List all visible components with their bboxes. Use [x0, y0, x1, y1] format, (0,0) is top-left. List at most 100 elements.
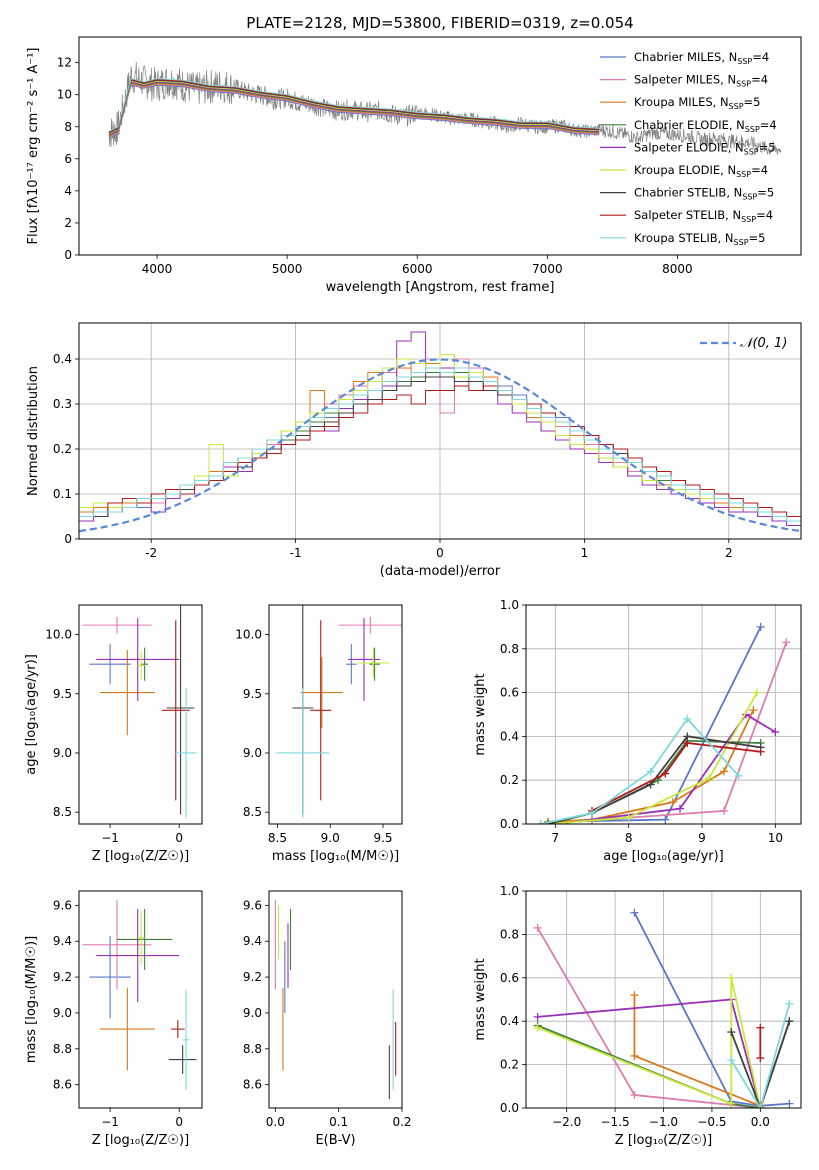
x-axis-label: wavelength [Angstrom, rest frame] [326, 280, 555, 295]
residual-legend: 𝒩(0, 1) [700, 336, 787, 351]
age_vs_Z-panel: −1 0 8.5 9.0 9.5 10.0 Z [log₁₀(Z/Z☉)] age [log₁… [24, 604, 203, 864]
x-tick-label: 8000 [662, 262, 693, 276]
legend-entry-subscript: SSP [745, 125, 760, 134]
y-tick-label: 8.5 [243, 805, 262, 819]
legend-entry-tail: =4 [751, 163, 768, 177]
x-axis-label: age [log₁₀(age/yr)] [603, 849, 724, 864]
model-fit-line [108, 81, 600, 136]
legend-entry: Chabrier ELODIE, NSSP=4 [634, 118, 777, 134]
mass-weight-line [540, 717, 740, 824]
x-tick-label: 0 [175, 1115, 183, 1129]
x-tick-label: 9.0 [321, 831, 340, 845]
x-axis-label: Z [log₁₀(Z/Z☉)] [92, 849, 189, 864]
model-fit-line [108, 82, 600, 137]
spectrum-panel: 4000 5000 6000 7000 8000 0 2 4 6 8 10 12 wavelength … [26, 36, 802, 295]
y-tick-label: 8.5 [53, 805, 72, 819]
y-tick-label: 0.2 [53, 442, 72, 456]
residuals-plot-area [79, 331, 801, 533]
y-tick-label: 0.0 [500, 1101, 519, 1115]
x-tick-label: 8.5 [268, 831, 287, 845]
model-fit-line [108, 79, 600, 134]
x-tick-label: 0.0 [266, 1115, 285, 1129]
mass-weight-line [547, 692, 758, 824]
y-tick-label: 0.3 [53, 397, 72, 411]
x-axis-label: (data-model)/error [380, 564, 501, 579]
spectrum-title: PLATE=2128, MJD=53800, FIBERID=0319, z=0… [246, 14, 633, 32]
plot-frame [525, 604, 802, 825]
x-tick-label: 1 [581, 546, 589, 560]
y-tick-label: 10 [57, 88, 72, 102]
model-fit-line [108, 84, 600, 139]
mass-weight-line [540, 641, 788, 824]
mass-weight-line [730, 1003, 791, 1108]
y-tick-label: 9.5 [243, 687, 262, 701]
mass_vs_Z-panel: −1 0 8.6 8.8 9.0 9.2 9.4 9.6 Z [log₁₀(Z/Z☉)] mass… [24, 890, 203, 1148]
legend-entry-tail: =5 [744, 95, 761, 109]
y-axis-label: mass weight [473, 673, 488, 755]
legend-entry-tail: =4 [760, 118, 777, 132]
y-tick-label: 1.0 [500, 598, 519, 612]
y-tick-label: 8.8 [53, 1042, 72, 1056]
y-tick-label: 0.2 [500, 1058, 519, 1072]
y-tick-label: 9.0 [243, 1006, 262, 1020]
x-tick-label: −1 [101, 1115, 119, 1129]
y-tick-label: 6 [64, 152, 72, 166]
legend-entry-subscript: SSP [736, 80, 751, 89]
weight_vs_Z-plot-area [533, 908, 794, 1108]
x-tick-label: 9 [698, 831, 706, 845]
residuals-panel: -2 -1 0 1 2 0 0.1 0.2 0.3 0.4 (data-model)/error No… [26, 322, 802, 579]
x-tick-label: −1 [101, 831, 119, 845]
y-tick-label: 8.6 [53, 1078, 72, 1092]
legend-entry: Kroupa ELODIE, NSSP=4 [634, 163, 768, 179]
model-fit-line [108, 82, 600, 137]
mass_vs_ebv-plot-area [274, 899, 397, 1100]
y-tick-label: 1.0 [500, 884, 519, 898]
y-axis-label: Normed distribution [26, 366, 41, 496]
y-tick-label: 0.4 [53, 352, 72, 366]
legend-entry-subscript: SSP [729, 102, 744, 111]
x-tick-label: 0.1 [329, 1115, 348, 1129]
legend-entry-subscript: SSP [737, 57, 752, 66]
legend-entry-subscript: SSP [734, 238, 749, 247]
model-fit-line [108, 83, 600, 138]
x-tick-label: 8 [625, 831, 633, 845]
y-tick-label: 0.6 [500, 971, 519, 985]
y-tick-label: 0 [64, 248, 72, 262]
plot-frame [268, 604, 403, 825]
x-tick-label: 5000 [272, 262, 303, 276]
normal-curve [79, 358, 801, 533]
x-tick-label: -1 [290, 546, 302, 560]
legend-entry-subscript: SSP [736, 170, 751, 179]
y-tick-label: 10.0 [45, 628, 72, 642]
x-tick-label: −2.0 [552, 1115, 581, 1129]
y-tick-label: 9.5 [53, 687, 72, 701]
weight_vs_Z-panel: −2.0 −1.5 −1.0 −0.5 0.0 0.0 0.2 0.4 0.6 0.8 1.0 Z [… [473, 884, 802, 1148]
mass-weight-line [547, 626, 762, 823]
y-axis-label: Flux [fλ10⁻¹⁷ erg cm⁻² s⁻¹ A⁻¹] [26, 48, 41, 245]
x-tick-label: −1.5 [601, 1115, 630, 1129]
x-tick-label: 4000 [142, 262, 173, 276]
x-axis-label: Z [log₁₀(Z/Z☉)] [92, 1133, 189, 1148]
legend-entry: Salpeter ELODIE, NSSP=5 [634, 140, 776, 156]
y-tick-label: 9.0 [243, 746, 262, 760]
y-axis-label: mass [log₁₀(M/M☉)] [24, 936, 39, 1063]
y-tick-label: 8.8 [243, 1042, 262, 1056]
model-fit-line [108, 78, 600, 133]
legend-entry-tail: =5 [759, 140, 776, 154]
y-tick-label: 9.0 [53, 746, 72, 760]
mass-weight-line [547, 709, 755, 823]
legend-entry: Kroupa STELIB, NSSP=5 [634, 231, 765, 247]
legend-entry: Chabrier STELIB, NSSP=5 [634, 186, 774, 202]
plot-frame [78, 604, 203, 825]
x-tick-label: 7 [552, 831, 560, 845]
spectrum-legend: Chabrier MILES, NSSP=4 Salpeter MILES, NS… [600, 50, 777, 247]
mass-weight-line [555, 713, 776, 824]
y-tick-label: 0.4 [500, 1014, 519, 1028]
model-fit-line [108, 78, 600, 133]
legend-entry-subscript: SSP [742, 193, 757, 202]
x-tick-label: 0.2 [392, 1115, 411, 1129]
x-tick-label: 7000 [532, 262, 563, 276]
legend-entry: Salpeter MILES, NSSP=4 [634, 73, 768, 89]
mass-weight-line [633, 912, 790, 1107]
